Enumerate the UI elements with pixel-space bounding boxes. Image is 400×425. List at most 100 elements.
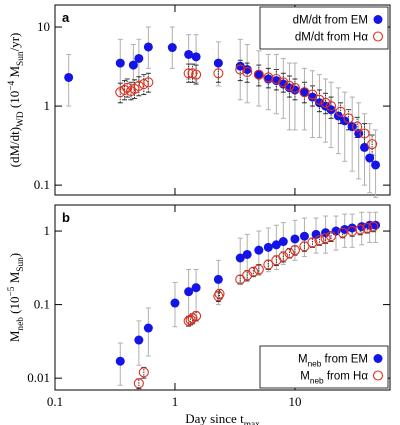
data-point bbox=[213, 274, 223, 284]
legend-marker bbox=[372, 31, 384, 42]
text-part: M bbox=[7, 271, 22, 286]
y-tick-label: 1 bbox=[44, 98, 51, 113]
data-point bbox=[235, 64, 246, 75]
data-point bbox=[213, 58, 223, 68]
data-point bbox=[213, 68, 224, 79]
data-point bbox=[242, 270, 253, 281]
plot-frame bbox=[54, 204, 391, 391]
data-point bbox=[119, 84, 130, 95]
text-part: (10 bbox=[7, 297, 22, 318]
data-point bbox=[311, 229, 321, 239]
text-part: M bbox=[300, 371, 310, 383]
data-point bbox=[314, 235, 325, 246]
data-point bbox=[271, 73, 282, 85]
y-axis-label: (dM/dt)WD (10−4 MSun/yr) bbox=[7, 33, 26, 168]
text-part: −4 bbox=[7, 80, 17, 90]
data-point bbox=[355, 224, 366, 235]
text-part: neb bbox=[310, 377, 324, 386]
data-point bbox=[242, 249, 252, 259]
data-point bbox=[138, 78, 149, 90]
data-point bbox=[263, 259, 274, 270]
text-part: neb bbox=[308, 360, 322, 369]
data-point bbox=[284, 80, 295, 91]
y-tick-label: 1 bbox=[44, 223, 51, 238]
panel-label: b bbox=[62, 210, 70, 225]
data-point bbox=[143, 42, 153, 52]
y-tick-label: 0.1 bbox=[34, 177, 50, 192]
text-part: M bbox=[298, 354, 308, 366]
data-point bbox=[314, 94, 325, 105]
x-axis-label: Day since tmax bbox=[185, 411, 260, 425]
data-point bbox=[320, 97, 331, 108]
data-point bbox=[326, 101, 337, 112]
x-tick-label: 10 bbox=[288, 394, 301, 409]
data-point bbox=[362, 222, 373, 234]
legend-label: dM/dt from Hα bbox=[295, 32, 368, 44]
legend-marker bbox=[372, 370, 384, 381]
data-point bbox=[367, 139, 378, 150]
text-part: Day since t bbox=[185, 411, 244, 425]
data-point bbox=[343, 113, 354, 124]
plot-frame bbox=[54, 4, 391, 196]
x-tick-label: 1 bbox=[172, 394, 179, 409]
text-part: neb bbox=[16, 317, 26, 331]
data-point bbox=[337, 227, 348, 238]
data-point bbox=[271, 240, 281, 250]
data-point bbox=[248, 266, 259, 277]
data-point bbox=[326, 105, 336, 115]
y-tick-label: 0.1 bbox=[34, 297, 50, 312]
data-point bbox=[253, 264, 264, 275]
data-point bbox=[242, 66, 253, 78]
text-part: (dM/dt) bbox=[7, 127, 22, 167]
data-point bbox=[365, 153, 375, 163]
data-point bbox=[290, 234, 300, 244]
data-point bbox=[359, 142, 369, 152]
data-point bbox=[242, 65, 252, 75]
data-point bbox=[254, 245, 264, 255]
data-point bbox=[138, 367, 149, 378]
data-point bbox=[320, 233, 331, 244]
data-point bbox=[263, 72, 274, 83]
x-tick-label: 0.1 bbox=[47, 394, 63, 409]
legend-label: Mneb from EM bbox=[298, 354, 368, 369]
text-part: max bbox=[244, 420, 260, 425]
data-point bbox=[184, 49, 194, 59]
data-point bbox=[64, 72, 74, 82]
data-point bbox=[359, 128, 370, 139]
data-point bbox=[191, 310, 202, 322]
text-part: WD bbox=[16, 111, 26, 127]
data-point bbox=[134, 53, 144, 63]
data-point bbox=[352, 121, 363, 132]
data-point bbox=[331, 226, 341, 236]
data-point bbox=[134, 335, 144, 345]
y-axis-label: Mneb (10−5 MSun) bbox=[7, 253, 26, 342]
data-point bbox=[299, 231, 309, 241]
text-part: /yr) bbox=[7, 33, 22, 52]
data-point bbox=[128, 60, 138, 70]
data-point bbox=[167, 43, 177, 53]
legend-box bbox=[259, 345, 389, 389]
data-point bbox=[347, 223, 357, 233]
legend-label: Mneb from Hα bbox=[300, 371, 368, 386]
data-point bbox=[185, 314, 196, 325]
text-part: (10 bbox=[7, 91, 22, 112]
text-part: Sun bbox=[16, 51, 26, 66]
data-point bbox=[122, 82, 133, 93]
data-point bbox=[184, 287, 194, 297]
panel-label: a bbox=[62, 10, 70, 25]
data-point bbox=[191, 69, 202, 80]
data-point bbox=[326, 231, 337, 242]
data-point bbox=[335, 106, 346, 117]
data-point bbox=[143, 323, 153, 333]
data-point bbox=[253, 69, 264, 80]
data-point bbox=[235, 61, 245, 71]
data-point bbox=[278, 77, 289, 88]
y-tick-label: 10 bbox=[37, 19, 50, 34]
data-point bbox=[321, 228, 331, 238]
y-tick-label: 0.01 bbox=[27, 370, 50, 385]
data-point bbox=[191, 52, 201, 62]
data-point bbox=[183, 68, 194, 79]
data-point bbox=[213, 291, 224, 302]
